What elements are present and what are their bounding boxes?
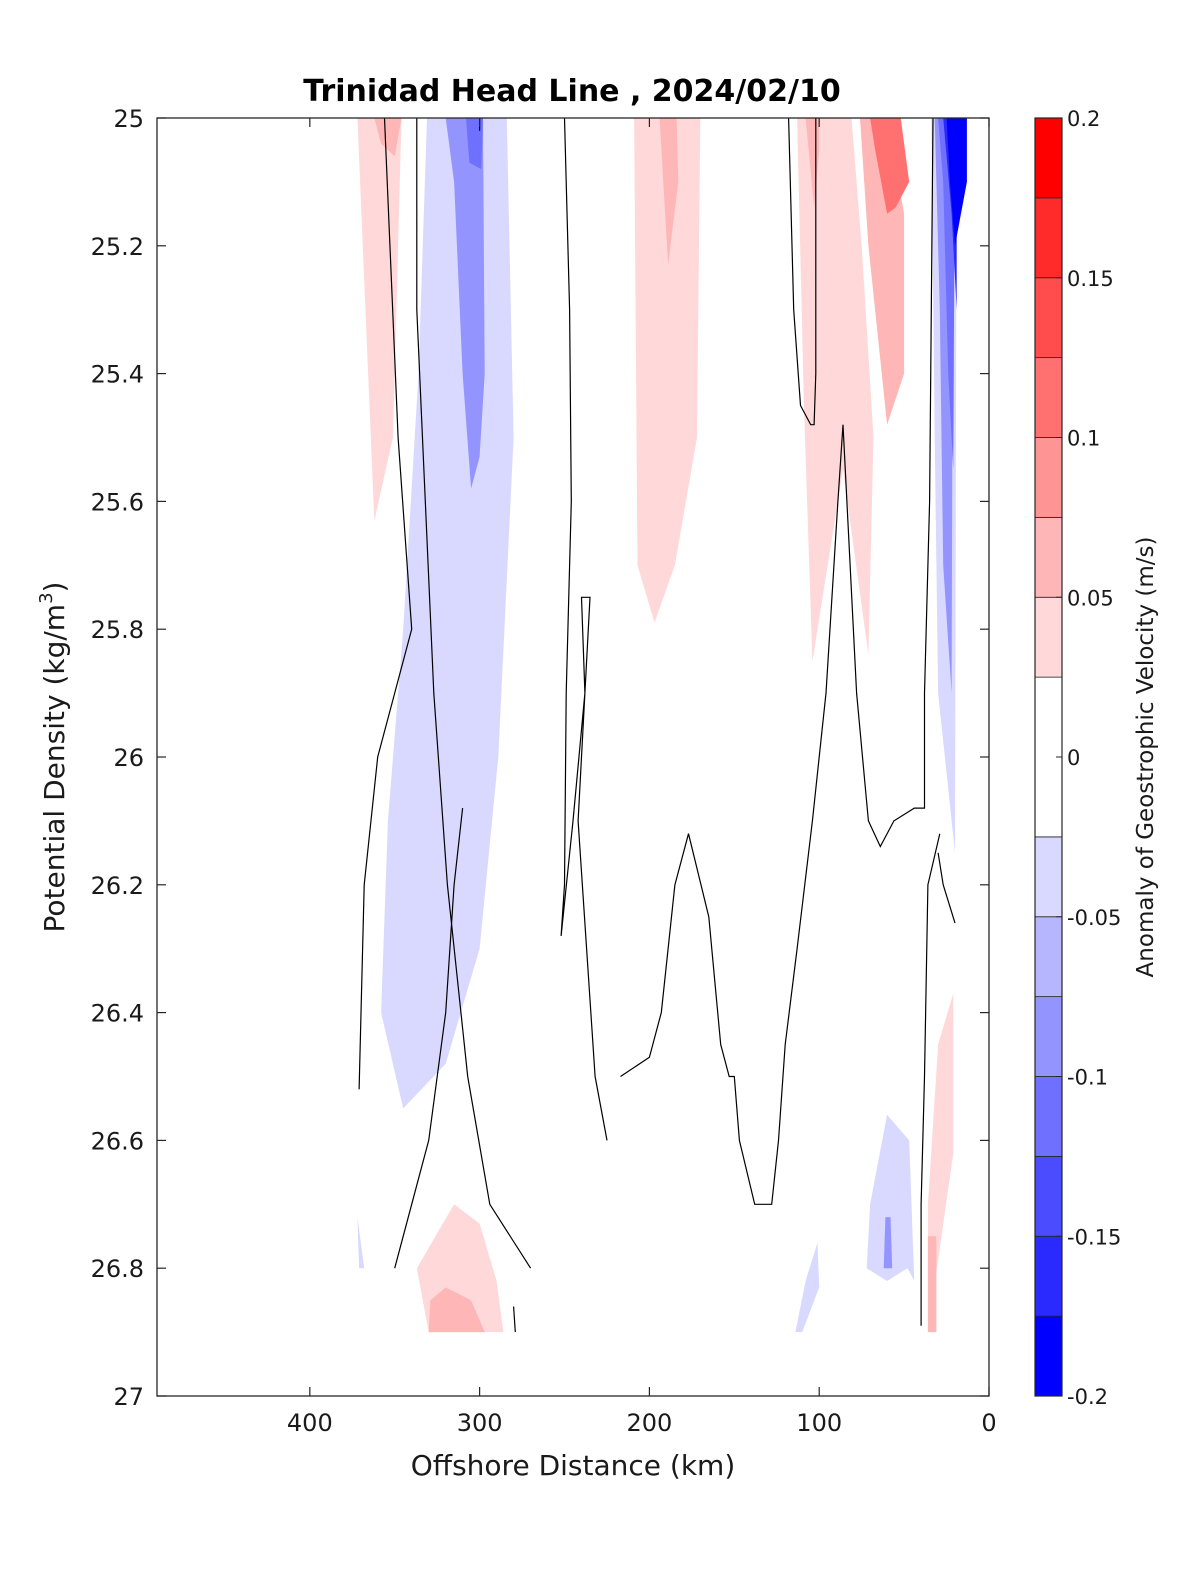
zero-contour-line	[937, 852, 956, 924]
colorbar-swatch	[1034, 277, 1063, 359]
colorbar-tick-label: 0.1	[1067, 427, 1100, 451]
x-axis-label: Offshore Distance (km)	[411, 1449, 736, 1482]
y-tick-label: 25.4	[91, 361, 144, 389]
y-tick-label: 25.8	[91, 616, 144, 644]
velocity-region	[357, 118, 402, 521]
colorbar-swatch	[1034, 1076, 1063, 1157]
y-axis-ticks: 25 25.2 25.4 25.6 25.8 26 26.2 26.4 26.6 26.8 27	[91, 105, 989, 1411]
zero-contour-line	[394, 808, 464, 1269]
y-tick-label: 26.2	[91, 872, 144, 900]
y-axis-label: Potential Density (kg/m3)	[36, 582, 71, 933]
velocity-region	[870, 118, 910, 214]
y-tick-label: 26	[113, 744, 144, 772]
x-tick-label: 200	[627, 1409, 673, 1437]
colorbar-swatch	[1034, 596, 1063, 678]
velocity-region	[374, 118, 402, 157]
colorbar-swatch	[1034, 1155, 1063, 1237]
zero-contour-line	[560, 118, 608, 1141]
zero-contour-line	[620, 118, 934, 1205]
y-tick-label: 27	[113, 1383, 144, 1411]
zero-contour-lines	[358, 118, 956, 1333]
velocity-region	[927, 1236, 937, 1333]
colorbar-tick-label: 0	[1067, 746, 1080, 770]
colorbar-swatch	[1034, 1235, 1063, 1317]
colorbar-tick-label: -0.1	[1067, 1066, 1108, 1090]
colorbar-swatch	[1034, 516, 1063, 598]
zero-contour-line	[416, 118, 532, 1269]
velocity-region	[795, 1242, 820, 1333]
x-axis-ticks: 400 300 200 100 0	[287, 118, 997, 1437]
colorbar-ticks: 0.2 0.15 0.1 0.05 0 -0.05 -0.1 -0.15 -0.2	[1056, 107, 1121, 1409]
x-tick-label: 400	[287, 1409, 333, 1437]
colorbar-swatch	[1034, 437, 1063, 518]
y-tick-label: 26.8	[91, 1255, 144, 1283]
velocity-contour-fills	[357, 118, 967, 1333]
colorbar-swatch	[1034, 916, 1063, 998]
x-tick-label: 0	[981, 1409, 996, 1437]
y-tick-label: 25.6	[91, 488, 144, 516]
x-tick-label: 300	[457, 1409, 503, 1437]
colorbar-label: Anomaly of Geostrophic Velocity (m/s)	[1133, 537, 1159, 978]
colorbar: 0.2 0.15 0.1 0.05 0 -0.05 -0.1 -0.15 -0.2 Anomal…	[1034, 107, 1159, 1409]
colorbar-tick-label: -0.05	[1067, 906, 1121, 930]
colorbar-swatch	[1034, 836, 1063, 918]
velocity-region	[866, 1114, 915, 1281]
colorbar-tick-label: 0.2	[1067, 107, 1100, 131]
y-tick-label: 26.6	[91, 1127, 144, 1155]
velocity-region	[659, 118, 679, 265]
velocity-region	[466, 118, 483, 170]
velocity-region	[357, 1217, 365, 1269]
velocity-region	[938, 118, 955, 470]
plot-area: 400 300 200 100 0 25 25.2 25.4 25.6 25.8 26 26.2 26…	[91, 105, 997, 1437]
colorbar-swatch	[1034, 117, 1063, 199]
colorbar-swatch	[1034, 197, 1063, 279]
velocity-region	[946, 118, 967, 246]
velocity-region	[428, 1287, 485, 1333]
velocity-region	[634, 118, 701, 623]
y-axis-label-main: Potential Density (kg/m	[38, 604, 71, 933]
zero-contour-line	[920, 833, 941, 1326]
colorbar-swatch	[1034, 357, 1063, 438]
colorbar-tick-label: 0.05	[1067, 586, 1114, 610]
colorbar-tick-label: 0.15	[1067, 267, 1114, 291]
velocity-region	[445, 118, 485, 489]
y-axis-label-close: )	[38, 582, 71, 593]
colorbar-swatch	[1034, 1315, 1063, 1397]
y-axis-label-superscript: 3	[36, 592, 57, 603]
velocity-region	[883, 1217, 893, 1269]
chart-title: Trinidad Head Line , 2024/02/10	[303, 74, 840, 109]
y-tick-label: 25	[113, 105, 144, 133]
zero-contour-line	[788, 118, 817, 426]
colorbar-tick-label: -0.15	[1067, 1225, 1121, 1249]
zero-contour-line	[358, 118, 413, 1090]
y-tick-label: 26.4	[91, 1000, 144, 1028]
colorbar-swatch	[1034, 996, 1063, 1077]
x-tick-label: 100	[796, 1409, 842, 1437]
colorbar-tick-label: -0.2	[1067, 1385, 1108, 1409]
y-tick-label: 25.2	[91, 233, 144, 261]
zero-contour-line	[513, 1306, 516, 1333]
